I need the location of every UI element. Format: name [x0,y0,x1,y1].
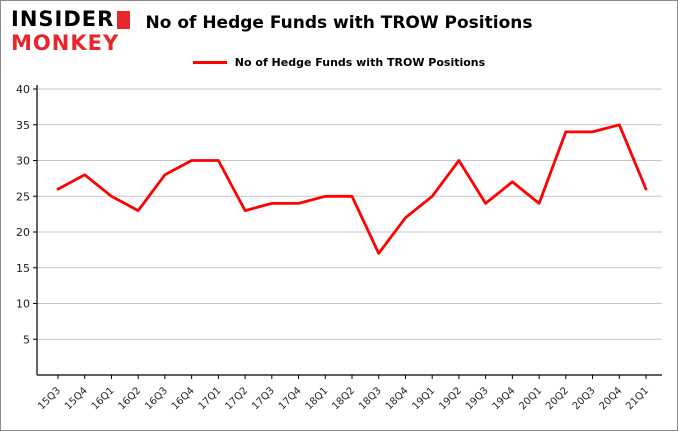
svg-text:35: 35 [16,119,30,132]
svg-text:16Q2: 16Q2 [116,385,143,412]
svg-text:20Q2: 20Q2 [544,385,571,412]
svg-text:19Q2: 19Q2 [437,385,464,412]
logo-line-1: INSIDER [11,7,131,31]
gridlines [37,88,662,340]
legend: No of Hedge Funds with TROW Positions [1,56,677,69]
svg-text:5: 5 [23,333,30,346]
logo-red-block-icon [117,10,131,29]
svg-text:20Q4: 20Q4 [598,385,625,412]
svg-text:30: 30 [16,155,30,168]
svg-text:17Q4: 17Q4 [277,385,304,412]
svg-text:25: 25 [16,190,30,203]
svg-text:19Q3: 19Q3 [464,385,491,412]
svg-text:21Q1: 21Q1 [624,385,651,412]
svg-text:20Q3: 20Q3 [571,385,598,412]
svg-text:10: 10 [16,298,30,311]
svg-text:17Q2: 17Q2 [223,385,250,412]
svg-text:16Q3: 16Q3 [143,385,170,412]
svg-text:18Q1: 18Q1 [304,385,331,412]
legend-line-swatch [192,61,227,64]
x-axis-labels: 15Q3 15Q4 16Q1 16Q2 16Q3 16Q4 17Q1 17Q2 17Q3 17Q4… [36,375,651,412]
svg-text:16Q1: 16Q1 [90,385,117,412]
svg-text:40: 40 [16,83,30,96]
series-line [56,123,648,255]
svg-text:19Q1: 19Q1 [410,385,437,412]
y-axis-labels: 5 10 15 20 25 30 35 40 [16,83,37,346]
svg-text:20: 20 [16,226,30,239]
axes [36,85,662,376]
svg-text:18Q4: 18Q4 [384,385,411,412]
svg-text:17Q1: 17Q1 [197,385,224,412]
insider-monkey-logo: INSIDER MONKEY [11,7,131,55]
svg-text:15Q4: 15Q4 [63,385,90,412]
svg-text:17Q3: 17Q3 [250,385,277,412]
chart-title: No of Hedge Funds with TROW Positions [145,13,533,33]
svg-text:18Q2: 18Q2 [330,385,357,412]
svg-text:15Q3: 15Q3 [36,385,63,412]
legend-label: No of Hedge Funds with TROW Positions [234,56,486,69]
svg-text:16Q4: 16Q4 [170,385,197,412]
logo-monkey-text: MONKEY [11,31,120,55]
svg-text:15: 15 [16,262,30,275]
svg-text:20Q1: 20Q1 [517,385,544,412]
svg-text:19Q4: 19Q4 [491,385,518,412]
svg-text:18Q3: 18Q3 [357,385,384,412]
logo-insider-text: INSIDER [11,7,115,31]
